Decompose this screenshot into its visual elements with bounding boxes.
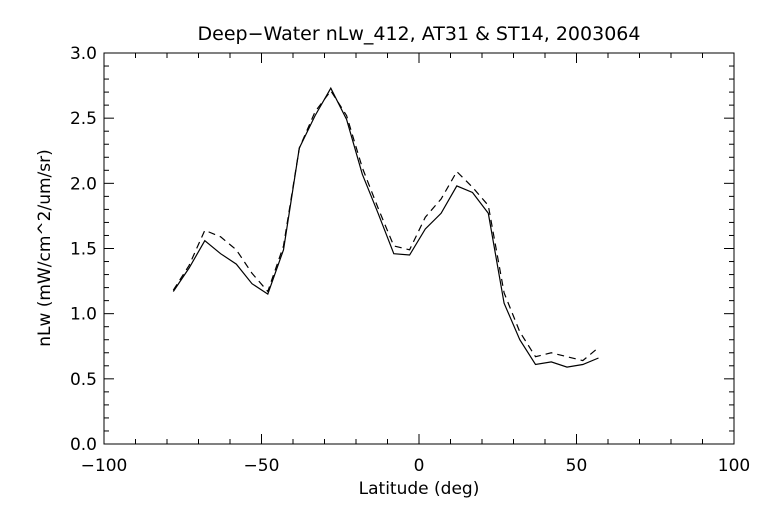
x-tick-label: −100 bbox=[81, 456, 128, 476]
series-line-dashed bbox=[172, 89, 599, 362]
axis-ticks bbox=[103, 52, 735, 445]
y-tick-label: 2.0 bbox=[70, 174, 97, 194]
x-tick-label: 100 bbox=[718, 456, 750, 476]
series-line-solid bbox=[172, 86, 599, 368]
x-tick-label: −50 bbox=[244, 456, 280, 476]
y-tick-label: 0.0 bbox=[70, 435, 97, 455]
y-axis-label: nLw (mW/cm^2/um/sr) bbox=[35, 149, 55, 347]
y-tick-label: 1.5 bbox=[70, 240, 97, 260]
x-tick-label: 0 bbox=[414, 456, 425, 476]
x-axis-tick-labels: −100 −50 0 50 100 bbox=[81, 456, 751, 476]
y-axis-tick-labels: 0.0 0.5 1.0 1.5 2.0 2.5 3.0 bbox=[70, 44, 97, 455]
y-tick-label: 1.0 bbox=[70, 305, 97, 325]
data-series bbox=[172, 86, 599, 368]
y-tick-label: 0.5 bbox=[70, 370, 97, 390]
plot-frame bbox=[103, 52, 735, 445]
y-tick-label: 3.0 bbox=[70, 44, 97, 64]
chart-title: Deep−Water nLw_412, AT31 & ST14, 2003064 bbox=[198, 23, 641, 45]
x-tick-label: 50 bbox=[566, 456, 588, 476]
y-tick-label: 2.5 bbox=[70, 109, 97, 129]
x-axis-label: Latitude (deg) bbox=[359, 479, 480, 499]
